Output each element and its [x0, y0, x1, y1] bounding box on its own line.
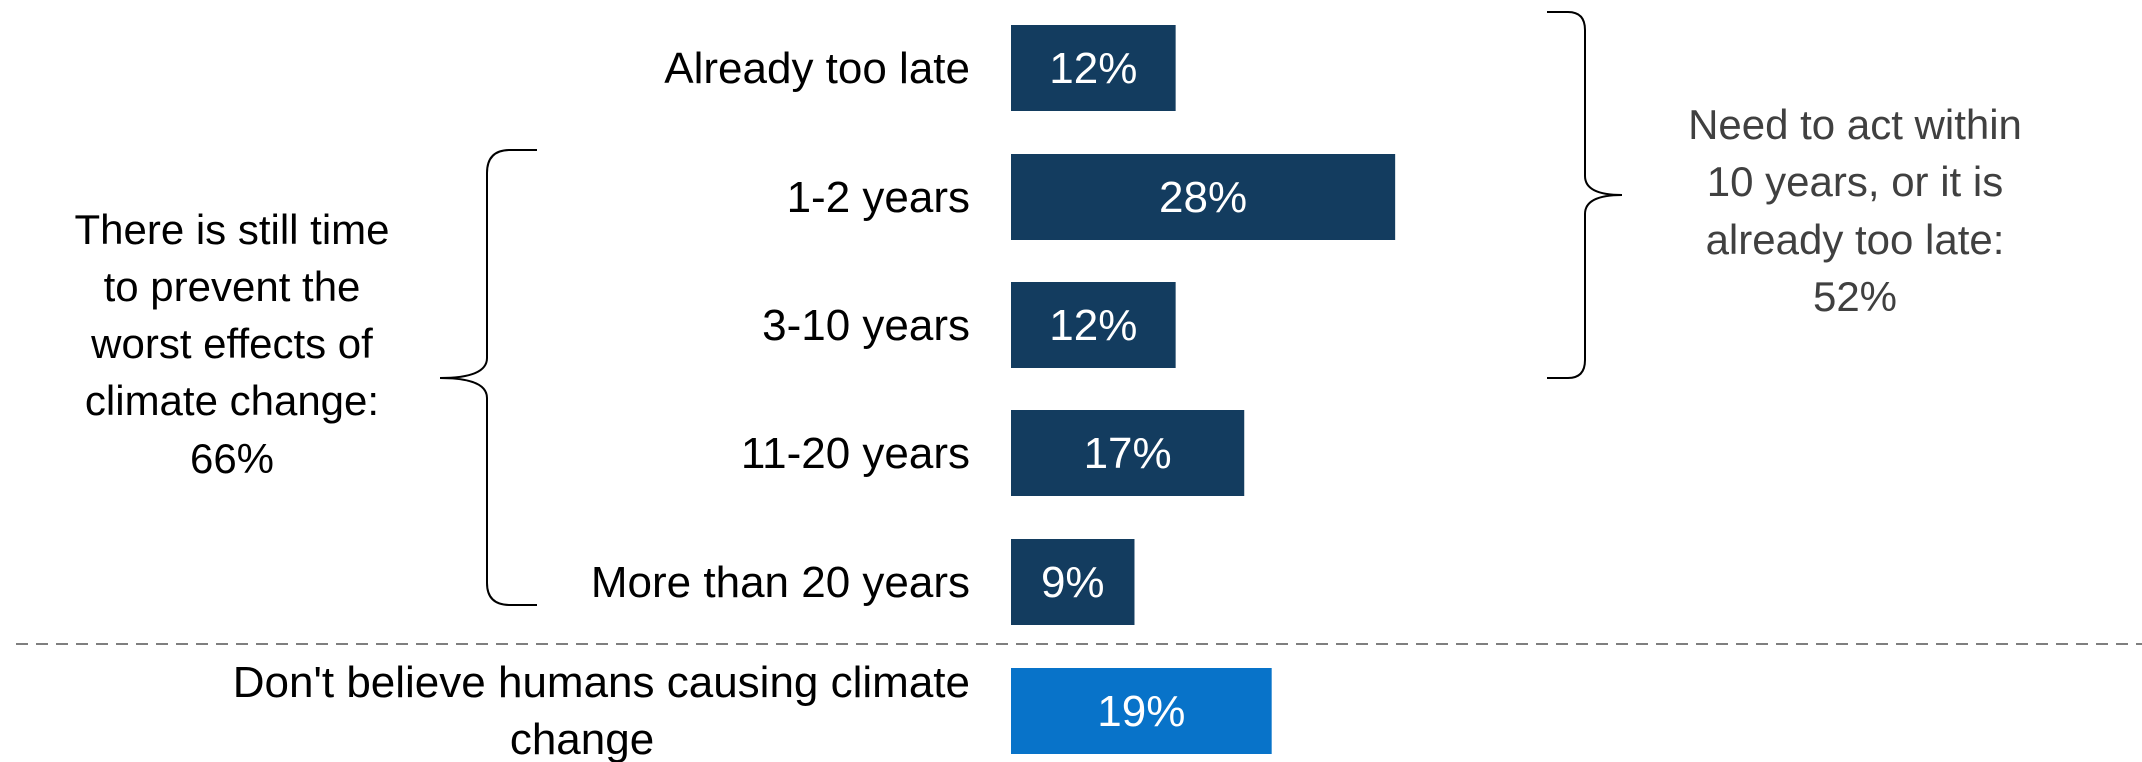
category-label: Don't believe humans causing climate — [233, 658, 970, 707]
bar-value-label: 17% — [1084, 429, 1172, 478]
bar — [1011, 282, 1176, 368]
bar — [1011, 539, 1135, 625]
category-label: 11-20 years — [741, 429, 970, 478]
left-annotation-line: worst effects of — [90, 320, 373, 367]
category-label: Already too late — [664, 44, 970, 93]
bar-value-label: 28% — [1159, 173, 1247, 222]
right-annotation-line: 52% — [1813, 273, 1897, 320]
bar — [1011, 668, 1272, 754]
bar — [1011, 25, 1176, 111]
left-annotation-line: There is still time — [74, 206, 389, 253]
category-label: change — [510, 715, 654, 762]
category-label: 1-2 years — [787, 173, 970, 222]
right-annotation-line: Need to act within — [1688, 101, 2022, 148]
category-labels: Already too late 1-2 years 3-10 years 11-20… — [233, 44, 970, 762]
annotations: There is still time to prevent the worst e… — [16, 11, 2142, 645]
bar-value-label: 12% — [1049, 301, 1137, 350]
right-brace — [1547, 11, 1623, 379]
left-annotation-line: climate change: — [85, 377, 379, 424]
left-annotation-line: to prevent the — [104, 263, 361, 310]
left-annotation-line: 66% — [190, 435, 274, 482]
bar-value-label: 19% — [1097, 687, 1185, 736]
category-label: 3-10 years — [762, 301, 970, 350]
left-brace — [439, 149, 537, 606]
bar-value-label: 12% — [1049, 44, 1137, 93]
value-labels: 12% 28% 12% 17% 9% 19% — [1041, 44, 1247, 736]
bar — [1011, 154, 1396, 240]
bar — [1011, 410, 1245, 496]
bars-layer — [1011, 25, 1396, 754]
right-annotation-line: 10 years, or it is — [1707, 158, 2003, 205]
right-annotation-line: already too late: — [1706, 216, 2005, 263]
bar-value-label: 9% — [1041, 558, 1105, 607]
category-label: More than 20 years — [591, 558, 970, 607]
